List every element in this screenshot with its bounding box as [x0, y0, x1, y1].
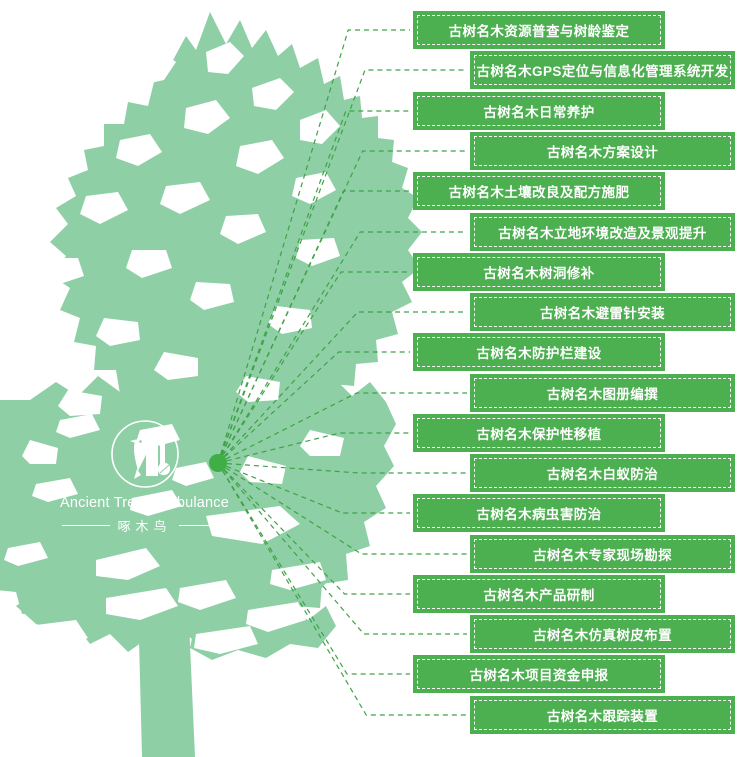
brand-logo: Ancient Trees Ambulance 啄木鸟 — [52, 417, 237, 535]
service-box[interactable]: 古树名木防护栏建设 — [413, 333, 665, 371]
service-box-label: 古树名木土壤改良及配方施肥 — [448, 185, 630, 200]
service-box-label: 古树名木病虫害防治 — [476, 507, 602, 522]
service-box[interactable]: 古树名木图册编撰 — [470, 374, 735, 412]
connector-line — [217, 271, 410, 464]
service-box[interactable]: 古树名木病虫害防治 — [413, 494, 665, 532]
service-box[interactable]: 古树名木项目资金申报 — [413, 655, 665, 693]
connector-line — [217, 110, 410, 464]
service-box[interactable]: 古树名木保护性移植 — [413, 414, 665, 452]
service-box-label: 古树名木树洞修补 — [483, 266, 595, 281]
logo-chinese-row: 啄木鸟 — [52, 516, 237, 535]
service-box-label: 古树名木方案设计 — [546, 145, 659, 160]
service-box[interactable]: 古树名木资源普查与树龄鉴定 — [413, 11, 665, 49]
service-box-label: 古树名木GPS定位与信息化管理系统开发 — [476, 64, 729, 79]
service-box-label: 古树名木防护栏建设 — [476, 346, 602, 361]
service-box-label: 古树名木保护性移植 — [476, 427, 602, 442]
service-box[interactable]: 古树名木土壤改良及配方施肥 — [413, 172, 665, 210]
connector-line — [217, 351, 410, 464]
connector-line — [217, 29, 410, 464]
woodpecker-on-trunk-icon — [110, 420, 179, 488]
service-box-label: 古树名木日常养护 — [483, 105, 595, 120]
logo-rule-left — [62, 525, 111, 526]
connector-line — [217, 462, 467, 474]
service-box-label: 古树名木仿真树皮布置 — [533, 628, 672, 643]
service-box[interactable]: 古树名木产品研制 — [413, 575, 665, 613]
service-box-label: 古树名木产品研制 — [483, 588, 595, 603]
connector-line — [217, 462, 410, 514]
service-box[interactable]: 古树名木GPS定位与信息化管理系统开发 — [470, 51, 735, 89]
logo-wordmark: Ancient Trees Ambulance — [59, 495, 230, 511]
service-box-label: 古树名木白蚁防治 — [546, 467, 659, 482]
service-box[interactable]: 古树名木仿真树皮布置 — [470, 615, 735, 653]
service-box[interactable]: 古树名木跟踪装置 — [470, 696, 735, 734]
service-box-label: 古树名木立地环境改造及景观提升 — [498, 226, 707, 241]
service-box[interactable]: 古树名木专家现场勘探 — [470, 535, 735, 573]
service-box-label: 古树名木专家现场勘探 — [533, 548, 672, 563]
service-box[interactable]: 古树名木白蚁防治 — [470, 454, 735, 492]
service-box[interactable]: 古树名木方案设计 — [470, 132, 735, 170]
service-box-label: 古树名木资源普查与树龄鉴定 — [448, 24, 630, 39]
connector-line — [217, 462, 410, 675]
service-box[interactable]: 古树名木避雷针安装 — [470, 293, 735, 331]
service-box-label: 古树名木跟踪装置 — [546, 709, 659, 724]
connector-line — [217, 462, 410, 595]
service-box-label: 古树名木图册编撰 — [546, 387, 659, 402]
logo-rule-right — [178, 525, 227, 526]
connector-line — [217, 432, 410, 464]
service-box[interactable]: 古树名木日常养护 — [413, 92, 665, 130]
connector-line — [217, 190, 410, 464]
logo-chinese-name: 啄木鸟 — [117, 519, 172, 534]
service-box[interactable]: 古树名木立地环境改造及景观提升 — [470, 213, 735, 251]
service-box[interactable]: 古树名木树洞修补 — [413, 253, 665, 291]
service-box-label: 古树名木避雷针安装 — [539, 306, 666, 321]
service-box-label: 古树名木项目资金申报 — [469, 668, 609, 683]
